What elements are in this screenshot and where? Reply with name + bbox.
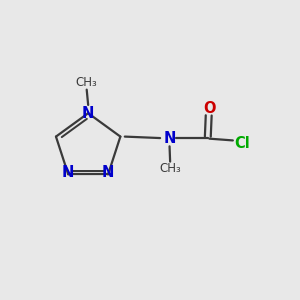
Text: O: O [203,100,215,116]
Text: N: N [62,166,74,181]
Text: Cl: Cl [235,136,250,152]
Text: N: N [164,130,176,146]
Text: CH₃: CH₃ [159,162,181,175]
Text: N: N [102,166,114,181]
Text: CH₃: CH₃ [76,76,98,89]
Text: N: N [82,106,94,121]
